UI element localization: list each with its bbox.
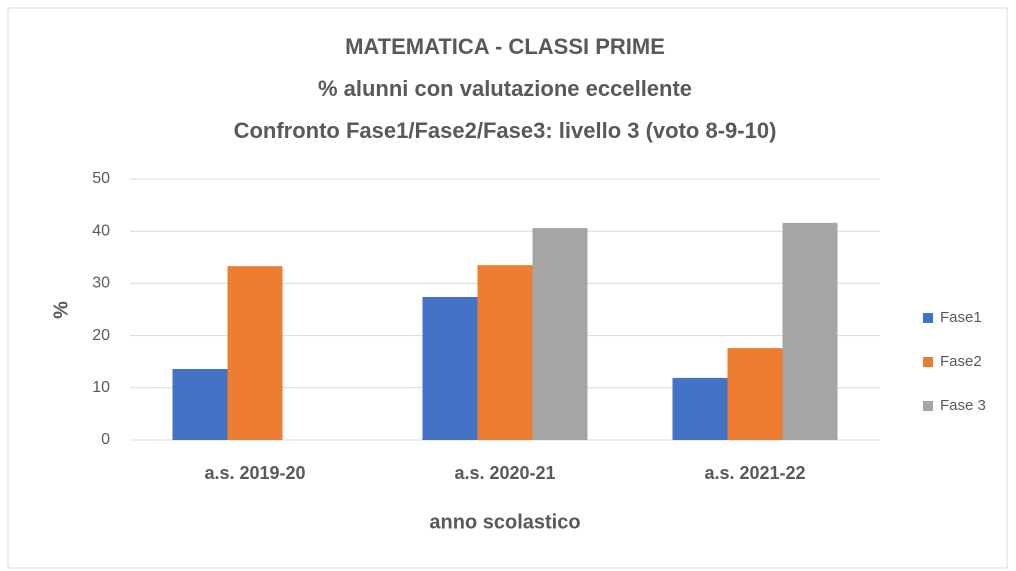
- y-tick-label: 30: [92, 275, 110, 292]
- x-tick-label: a.s. 2021-22: [704, 463, 805, 483]
- chart-title: MATEMATICA - CLASSI PRIME: [345, 34, 665, 59]
- y-tick-label: 50: [92, 170, 110, 187]
- x-tick-label: a.s. 2020-21: [454, 463, 555, 483]
- bar: [477, 265, 533, 440]
- bar: [672, 377, 728, 440]
- y-tick-label: 40: [92, 222, 110, 239]
- x-tick-label: a.s. 2019-20: [204, 463, 305, 483]
- legend-swatch: [923, 357, 933, 367]
- y-axis-label: %: [50, 301, 72, 319]
- x-axis-label: anno scolastico: [429, 511, 580, 533]
- legend-swatch: [923, 313, 933, 323]
- bar: [782, 222, 838, 440]
- legend-swatch: [923, 401, 933, 411]
- bar: [227, 266, 283, 440]
- bar: [532, 228, 588, 440]
- chart-subtitle: % alunni con valutazione eccellente: [318, 76, 692, 101]
- y-tick-label: 20: [92, 327, 110, 344]
- bar: [172, 369, 228, 440]
- y-tick-label: 0: [101, 431, 110, 448]
- legend-label: Fase1: [940, 309, 982, 326]
- y-tick-label: 10: [92, 379, 110, 396]
- chart-subtitle: Confronto Fase1/Fase2/Fase3: livello 3 (…: [234, 118, 777, 143]
- legend-label: Fase2: [940, 353, 982, 370]
- bar: [422, 296, 478, 440]
- legend-label: Fase 3: [940, 397, 986, 414]
- bar: [727, 348, 783, 440]
